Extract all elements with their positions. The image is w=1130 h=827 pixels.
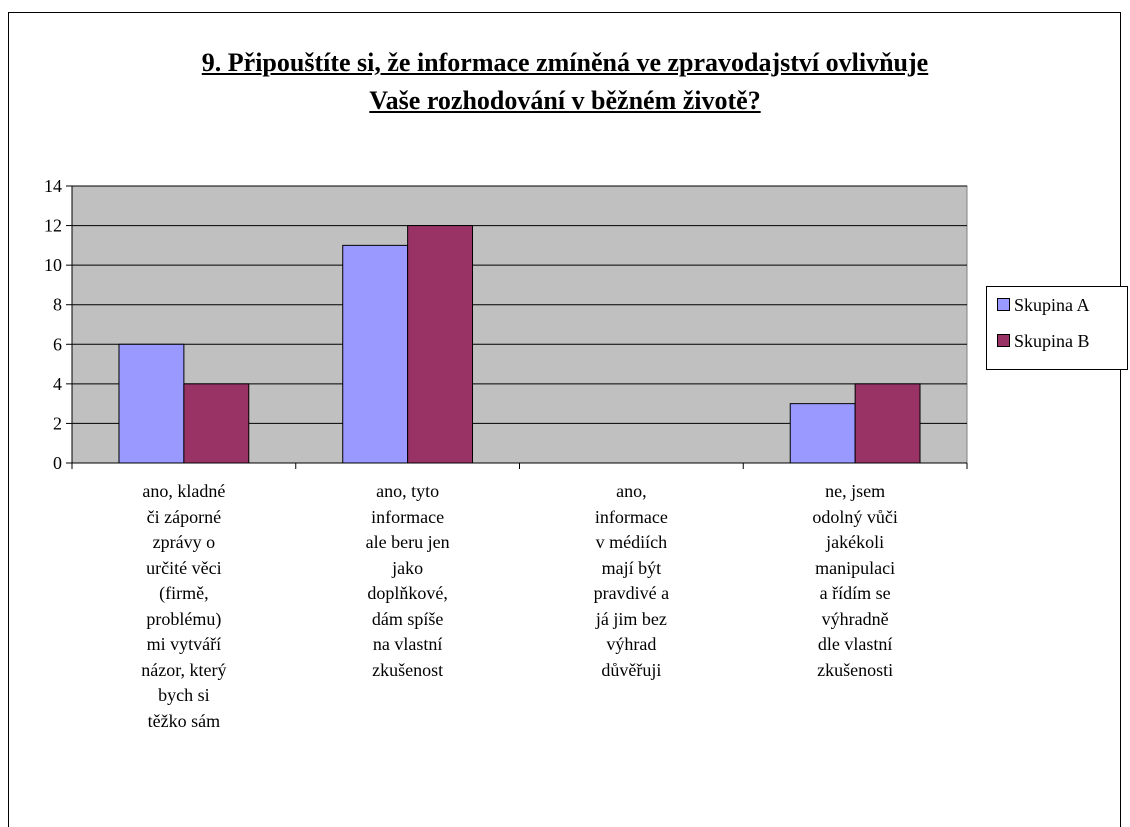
x-category-label-line: dle vlastní <box>817 634 893 654</box>
x-category-label-line: důvěřuji <box>601 659 662 680</box>
x-category-label-line: problému) <box>146 608 222 629</box>
x-category-label-line: v médiích <box>595 532 668 552</box>
x-category-label-line: či záporné <box>146 506 222 527</box>
y-tick-label: 4 <box>53 374 62 394</box>
y-tick-label: 6 <box>53 334 62 354</box>
x-category-label-line: manipulaci <box>815 557 896 578</box>
x-category-label-line: jakékoli <box>826 532 885 552</box>
y-tick-label: 8 <box>53 295 62 315</box>
x-category-label-line: zkušenost <box>372 659 444 680</box>
bar <box>118 343 185 464</box>
legend-swatch-series-b <box>997 334 1010 348</box>
legend-item-series-a: Skupina A <box>997 295 1090 316</box>
x-category-label-line: já jim bez <box>595 608 667 629</box>
legend-label-series-b: Skupina B <box>1014 331 1090 351</box>
x-category-label-line: pravdivé a <box>593 583 670 603</box>
x-category-label-line: těžko sám <box>147 710 221 731</box>
x-category-label-line: mi vytváří <box>146 634 222 654</box>
x-category-label-line: bych si <box>158 685 210 705</box>
y-tick-label: 14 <box>44 176 62 196</box>
bar <box>407 225 474 464</box>
x-category-label-line: názor, který <box>141 659 227 680</box>
legend: Skupina A Skupina B <box>986 286 1128 370</box>
x-category-label-line: doplňkové, <box>367 583 448 603</box>
x-category-label-line: jako <box>392 557 424 578</box>
bar <box>183 383 250 464</box>
y-tick-label: 12 <box>44 216 62 236</box>
x-category-label-line: ano, <box>616 481 647 501</box>
x-category-label-line: dám spíše <box>371 608 444 629</box>
x-category-label-line: ano, tyto <box>376 481 440 501</box>
x-category-label: ano, informace v médiích mají být pravdivé a… <box>556 479 706 683</box>
bar <box>854 383 921 464</box>
y-tick-label: 10 <box>44 255 62 275</box>
x-category-label-line: ano, kladné <box>142 481 226 501</box>
chart-title: 9. Připouštíte si, že informace zmíněná … <box>0 44 1130 120</box>
x-category-label: ano, kladné či záporné zprávy o určité věci… <box>109 479 259 734</box>
x-category-label-line: (firmě, <box>159 583 209 603</box>
y-tick-label: 2 <box>53 413 62 433</box>
chart-title-line-1: 9. Připouštíte si, že informace zmíněná … <box>201 48 929 77</box>
x-category-label-line: informace <box>371 506 445 527</box>
chart-title-line-2: Vaše rozhodování v běžném životě? <box>369 86 761 115</box>
x-category-label-line: a řídím se <box>819 583 891 603</box>
legend-label-series-a: Skupina A <box>1014 295 1090 315</box>
legend-item-series-b: Skupina B <box>997 331 1090 352</box>
x-category-label-line: určité věci <box>146 557 222 578</box>
x-category-label: ano, tyto informace ale beru jen jako doplňk… <box>333 479 483 683</box>
legend-swatch-series-a <box>997 298 1010 312</box>
bar <box>342 244 409 464</box>
chart-frame <box>8 12 1121 827</box>
x-category-label-line: informace <box>594 506 668 527</box>
y-tick-label: 0 <box>53 453 62 473</box>
x-category-label: ne, jsem odolný vůči jakékoli manipulaci a ř… <box>780 479 930 683</box>
x-category-label-line: ne, jsem <box>825 481 886 501</box>
bar <box>789 403 856 464</box>
x-category-label-line: mají být <box>601 557 662 578</box>
x-category-label-line: zkušenosti <box>817 659 894 680</box>
x-category-label-line: na vlastní <box>372 634 443 654</box>
x-category-label-line: odolný vůči <box>812 506 898 527</box>
x-category-label-line: výhradně <box>821 608 889 629</box>
x-category-label-line: ale beru jen <box>365 532 450 552</box>
x-category-label-line: výhrad <box>606 634 657 654</box>
x-category-label-line: zprávy o <box>152 532 216 552</box>
